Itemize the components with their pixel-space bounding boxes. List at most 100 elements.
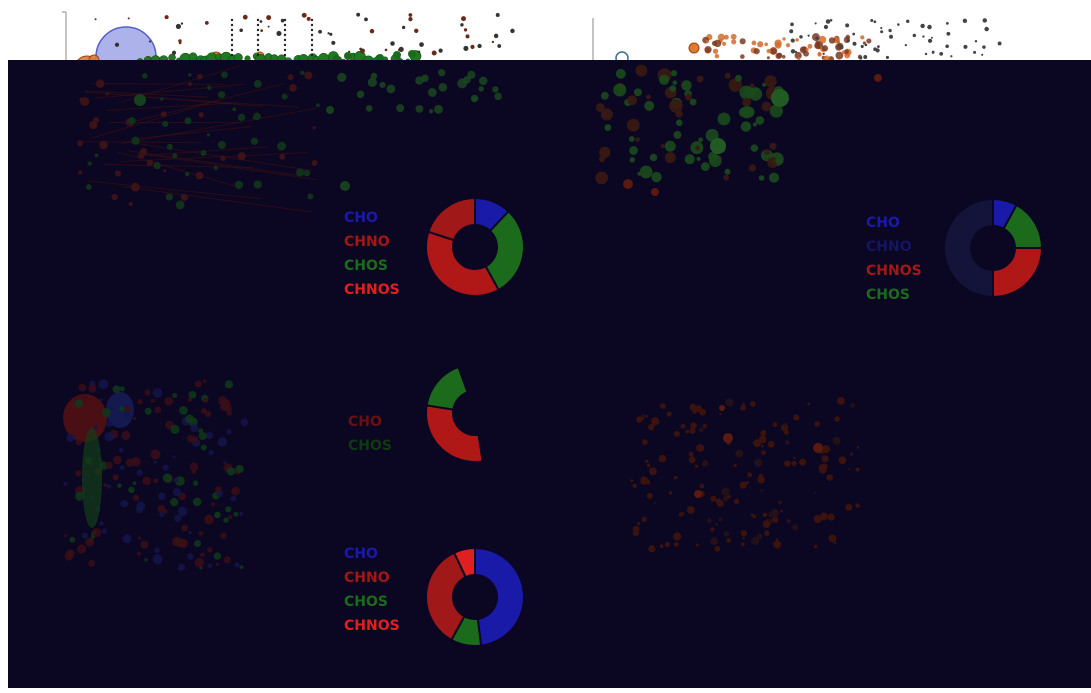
dim-point [690,422,697,429]
dim-point [735,449,744,458]
dim-point [494,92,502,101]
dim-point [396,104,405,113]
top-left-small-point [390,41,395,46]
legend-3-item-1: CHOS [348,438,392,454]
dim-point [684,154,695,165]
top-left-column-point [230,38,234,42]
dim-point [771,516,779,523]
dim-point [86,184,92,190]
dim-point [833,541,837,545]
top-right-orange-point [775,52,782,60]
dim-grid-line [121,185,313,213]
donut-slice-chos [425,365,469,411]
top-right-orange-point [766,56,770,60]
top-right-small-point [939,51,944,56]
dim-point [767,440,775,448]
dim-point [63,481,68,486]
dim-point [669,85,677,92]
dim-point [159,511,165,517]
dim-point [669,99,683,113]
dim-point [153,460,157,464]
dim-point [666,411,672,417]
top-left-small-point [477,43,482,49]
dim-point [733,463,737,468]
top-left-small-point [164,15,169,20]
top-left-green-point [408,50,416,58]
dim-point [633,88,642,97]
top-left-column-point [256,38,260,42]
dim-point [757,476,765,484]
dim-point [287,74,294,81]
dim-grid-line [120,107,317,145]
dim-grid-line [106,102,239,111]
dim-point [296,168,305,177]
dim-point [200,408,207,414]
dim-point [754,458,763,468]
dim-point [367,77,378,88]
dim-point [639,165,653,179]
dim-point [75,491,85,501]
top-right-orange-point [785,43,791,48]
dim-point [157,492,166,501]
dim-point [82,395,88,401]
legend-4-item-0: CHO [344,546,378,562]
dim-point [635,137,641,143]
top-right-orange-point [795,38,799,42]
dim-point [78,383,87,392]
dim-point [696,156,701,161]
dim-point [695,145,701,151]
top-right-orange-point [705,40,709,44]
dim-point [200,444,207,451]
dim-point [165,193,173,201]
dim-point [98,379,109,390]
dim-grid-line [92,83,225,85]
top-left-small-point [318,29,322,34]
dim-point [761,101,772,112]
dim-point [701,460,709,467]
donut-chart-4 [425,546,525,647]
dim-point [231,486,240,496]
top-left-small-point [401,25,406,30]
dim-point [213,165,218,171]
dim-point [814,420,820,427]
dim-point [649,153,658,162]
dim-point [743,106,755,118]
dim-point [163,169,167,173]
dim-point [200,150,207,157]
dim-point [723,433,733,443]
dim-point [856,446,860,449]
dim-point [626,118,640,132]
dim-point [675,119,683,127]
top-left-small-point [239,28,243,33]
top-scatter-strip [62,11,1002,60]
top-right-small-point [922,35,925,38]
top-left-column-point [310,18,314,22]
dim-point [92,528,102,538]
top-left-small-point [510,28,515,34]
top-right-small-point [889,34,894,39]
donut-slice-chnos [452,546,476,579]
dim-point [174,514,182,522]
dim-point [421,74,429,83]
dim-point [200,552,205,558]
dim-point [764,149,770,155]
dim-point [724,72,731,79]
dim-point [279,153,286,160]
dim-point [874,74,882,82]
dim-point [725,398,734,407]
dim-point [184,171,190,177]
top-right-small-point [904,43,907,47]
dim-point [365,105,373,112]
top-left-small-point [266,15,272,21]
dim-point [172,455,176,459]
dim-point [838,456,847,465]
dim-point [157,504,166,513]
dim-point [144,389,151,396]
dim-point [739,481,748,489]
top-left-small-point [204,21,209,25]
top-left-small-point [419,42,424,47]
dim-point [194,539,202,548]
top-left-column-point [256,53,260,57]
dim-point [103,482,108,488]
top-right-orange-point [730,33,737,40]
